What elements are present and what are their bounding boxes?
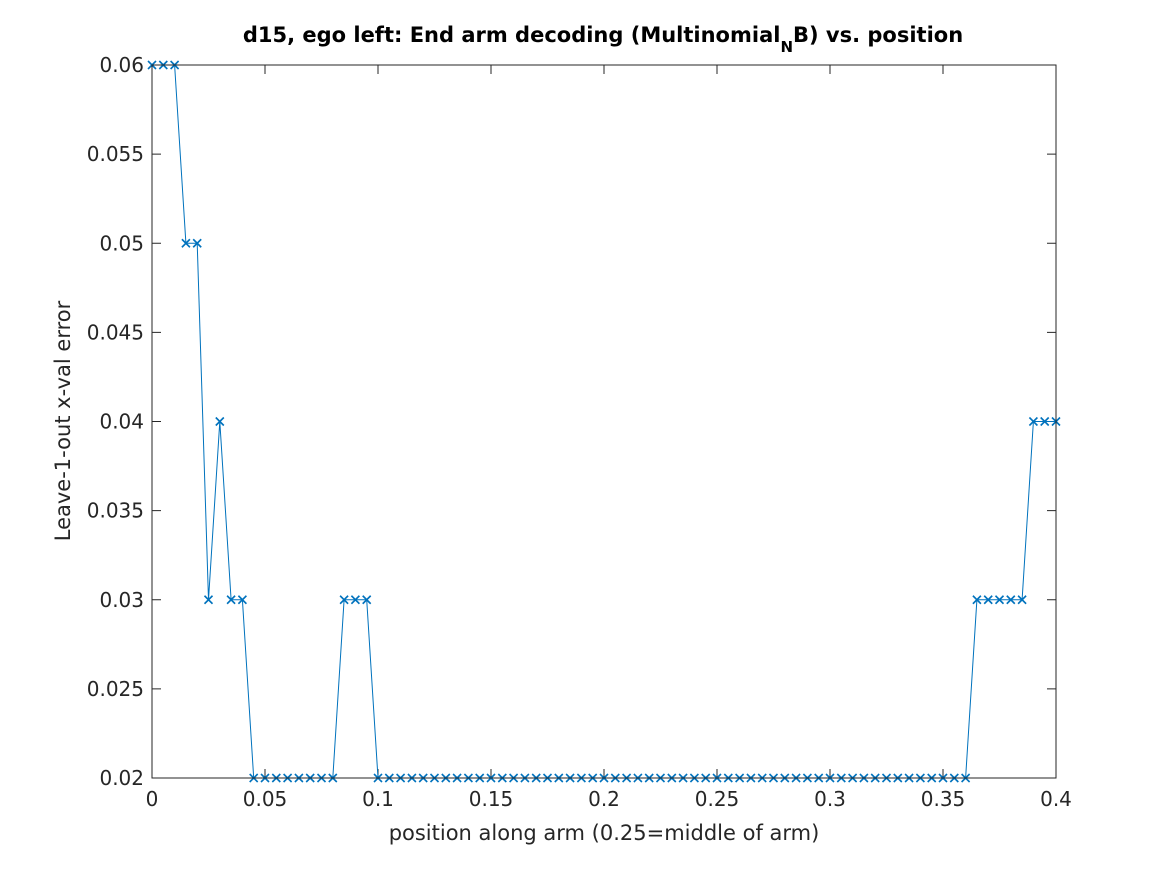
axes-box <box>151 64 1057 779</box>
x-tick-label: 0.4 <box>1040 787 1072 811</box>
data-point-marker <box>972 595 982 605</box>
data-point-marker <box>1017 595 1027 605</box>
data-point-marker <box>181 238 191 248</box>
x-tick-label: 0.2 <box>588 787 620 811</box>
y-tick-label: 0.025 <box>87 677 144 701</box>
y-axis-label: Leave-1-out x-val error <box>51 300 75 541</box>
data-point-marker <box>203 595 214 605</box>
x-tick-label: 0.3 <box>814 787 846 811</box>
data-point-marker <box>1006 595 1016 605</box>
x-axis-label: position along arm (0.25=middle of arm) <box>389 821 820 845</box>
data-point-marker <box>362 595 372 605</box>
y-tick-label: 0.055 <box>87 142 144 166</box>
data-point-marker <box>350 595 360 605</box>
data-point-marker <box>226 595 236 605</box>
plot-area <box>152 65 1056 778</box>
data-point-marker <box>983 595 993 605</box>
y-tick-label: 0.02 <box>99 766 144 790</box>
x-tick-label: 0 <box>146 787 159 811</box>
y-tick-label: 0.05 <box>99 231 144 255</box>
data-point-marker <box>339 595 349 605</box>
x-tick-label: 0.1 <box>362 787 394 811</box>
y-tick-label: 0.03 <box>99 588 144 612</box>
y-tick-label: 0.04 <box>99 410 144 434</box>
data-point-marker <box>1028 416 1038 427</box>
chart-title-rest: B) vs. position <box>793 23 963 47</box>
data-point-marker <box>1040 416 1050 427</box>
x-tick-label: 0.05 <box>243 787 288 811</box>
y-tick-label: 0.06 <box>99 53 144 77</box>
data-point-marker <box>994 595 1005 605</box>
x-tick-label: 0.25 <box>695 787 740 811</box>
data-point-marker <box>192 238 202 248</box>
chart-title-subscript: N <box>780 38 793 56</box>
x-tick-label: 0.15 <box>469 787 514 811</box>
data-point-marker <box>215 416 225 427</box>
x-tick-label: 0.35 <box>921 787 966 811</box>
chart-title-main: d15, ego left: End arm decoding (Multino… <box>243 23 781 47</box>
chart-title: d15, ego left: End arm decoding (Multino… <box>243 23 963 56</box>
tick-labels: 0 0.05 0.1 0.15 0.2 0.25 0.3 0.35 0.4 0.02 0.025 0.… <box>87 53 1072 811</box>
y-tick-label: 0.045 <box>87 320 144 344</box>
data-point-marker <box>237 595 247 605</box>
y-tick-label: 0.035 <box>87 499 144 523</box>
